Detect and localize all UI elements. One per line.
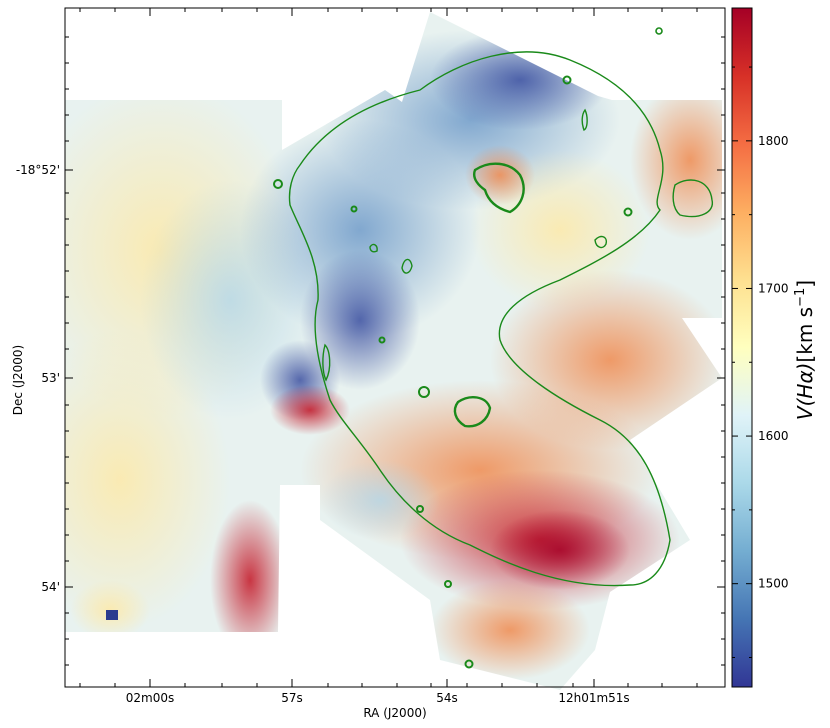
y-tick-label: -18°52' xyxy=(16,163,60,177)
y-ticks xyxy=(65,36,725,666)
colorbar-tick-label: 1500 xyxy=(758,577,789,591)
knot-circle xyxy=(464,659,474,669)
knot-circle xyxy=(444,580,452,588)
x-tick-label: 54s xyxy=(436,691,458,705)
knot-circle xyxy=(350,205,358,213)
colorbar-label: V(Hα)[km s−1] xyxy=(793,280,817,420)
x-ticks xyxy=(79,8,698,687)
blue-pixel-block xyxy=(106,610,118,620)
right-contour xyxy=(672,179,714,218)
colorbar-tick-label: 1700 xyxy=(758,281,789,295)
colorbar-tick-label: 1800 xyxy=(758,134,789,148)
knot-contour-mid xyxy=(453,396,492,428)
knot-circle xyxy=(416,505,424,513)
colorbar xyxy=(731,7,753,688)
small-contour xyxy=(581,108,588,131)
x-tick-label: 12h01m51s xyxy=(558,691,629,705)
y-axis-label: Dec (J2000) xyxy=(11,345,25,415)
small-contour xyxy=(369,243,378,253)
knot-contour-top xyxy=(473,162,525,214)
velocity-map xyxy=(65,12,722,690)
green-contours xyxy=(273,27,714,669)
small-contour xyxy=(401,258,413,274)
knot-circle xyxy=(623,207,633,217)
colorbar-tick-label: 1600 xyxy=(758,429,789,443)
small-contour xyxy=(594,235,608,249)
colorbar-tick-labels: 1500 1600 1700 1800 xyxy=(758,134,789,591)
knot-circle xyxy=(273,179,283,189)
x-tick-label: 57s xyxy=(281,691,303,705)
x-axis-label: RA (J2000) xyxy=(363,706,426,720)
y-tick-labels: -18°52' 53' 54' xyxy=(16,163,60,594)
y-tick-label: 54' xyxy=(41,580,60,594)
x-tick-label: 02m00s xyxy=(126,691,174,705)
knot-circle xyxy=(655,27,663,35)
knot-circle xyxy=(378,336,386,344)
small-contour xyxy=(322,343,331,382)
x-tick-labels: 02m00s 57s 54s 12h01m51s xyxy=(126,691,630,705)
y-tick-label: 53' xyxy=(41,371,60,385)
outer-contour xyxy=(288,51,671,587)
knot-circle xyxy=(418,386,430,398)
colorbar-ticks xyxy=(732,66,752,658)
plot-frame xyxy=(64,7,726,688)
knot-circle xyxy=(562,75,572,85)
